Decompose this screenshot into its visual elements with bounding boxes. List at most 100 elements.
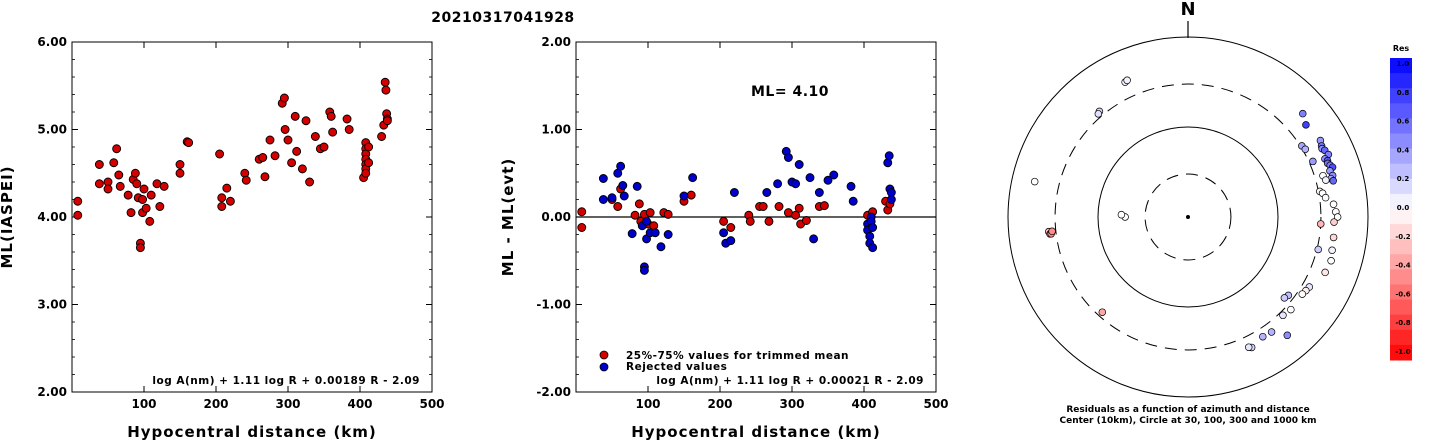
red-data-point xyxy=(126,208,136,218)
station-residual-point xyxy=(1317,220,1325,228)
station-residual-point xyxy=(1299,109,1307,118)
red-data-point xyxy=(132,179,142,189)
red-data-point xyxy=(217,202,227,211)
blue-data-point xyxy=(805,173,815,183)
red-data-point xyxy=(344,125,354,134)
blue-data-point xyxy=(719,228,729,238)
blue-data-point xyxy=(598,174,608,183)
red-data-point xyxy=(292,146,302,156)
colorbar-label: -0.6 xyxy=(1395,290,1410,298)
blue-data-point xyxy=(616,161,626,171)
red-data-point xyxy=(103,184,113,194)
x-tick-label: 500 xyxy=(419,397,444,411)
station-residual-point xyxy=(1244,343,1253,351)
red-data-point xyxy=(774,202,784,211)
legend-blue-marker xyxy=(599,362,609,372)
red-data-point xyxy=(634,199,644,209)
red-data-point xyxy=(184,138,194,148)
red-data-point xyxy=(287,158,297,168)
blue-data-point xyxy=(729,188,739,197)
blue-data-point xyxy=(868,223,878,232)
colorbar-cell xyxy=(1390,178,1412,195)
red-data-point xyxy=(225,196,235,206)
red-data-point xyxy=(138,195,148,204)
red-data-point xyxy=(380,77,390,87)
polar-caption-line-2: Center (10km), Circle at 30, 100, 300 an… xyxy=(1060,416,1317,426)
epicenter-marker xyxy=(1186,215,1190,219)
left-x-axis-label: Hypocentral distance (km) xyxy=(127,423,377,441)
colorbar-cell xyxy=(1390,329,1412,346)
colorbar-label: 1.0 xyxy=(1397,60,1410,68)
red-data-point xyxy=(328,127,338,137)
colorbar-cell xyxy=(1390,239,1412,255)
red-data-point xyxy=(305,177,315,187)
red-data-point xyxy=(141,203,151,213)
red-data-point xyxy=(819,201,829,211)
y-tick-label: 0.00 xyxy=(541,210,571,224)
red-data-point xyxy=(265,135,275,145)
blue-data-point xyxy=(809,234,819,244)
y-tick-label: -2.00 xyxy=(536,385,571,399)
red-data-point xyxy=(258,153,268,162)
red-data-point xyxy=(135,243,145,253)
colorbar-label: 0.2 xyxy=(1397,175,1410,183)
colorbar-cell xyxy=(1390,209,1412,225)
x-tick-label: 100 xyxy=(635,397,660,411)
red-data-point xyxy=(361,168,371,178)
red-data-point xyxy=(301,116,311,126)
x-tick-label: 200 xyxy=(707,397,732,411)
blue-data-point xyxy=(607,193,617,203)
station-residual-point xyxy=(1287,305,1295,314)
red-data-point xyxy=(310,132,320,141)
colorbar-cell xyxy=(1390,163,1412,180)
blue-data-point xyxy=(783,153,793,162)
middle-formula-label: log A(nm) + 1.11 log R + 0.00021 R - 2.0… xyxy=(656,375,924,387)
distance-ring-300km xyxy=(1054,83,1322,351)
colorbar-title: Res xyxy=(1393,44,1410,53)
y-tick-label: 1.00 xyxy=(541,123,571,137)
legend-red-label: 25%-75% values for trimmed mean xyxy=(626,350,849,362)
north-label: N xyxy=(1180,0,1195,20)
x-tick-label: 300 xyxy=(779,397,804,411)
red-data-point xyxy=(146,190,156,200)
colorbar-cell xyxy=(1390,314,1412,331)
station-residual-point xyxy=(1117,210,1126,219)
blue-data-point xyxy=(650,228,660,238)
ml-annotation: ML= 4.10 xyxy=(751,84,829,100)
colorbar-cell xyxy=(1390,344,1412,361)
x-tick-label: 300 xyxy=(275,397,300,411)
y-tick-label: 2.00 xyxy=(541,35,571,49)
station-residual-point xyxy=(1048,227,1056,236)
colorbar-label: -0.2 xyxy=(1395,233,1410,241)
colorbar-label: 0.0 xyxy=(1397,204,1410,212)
blue-data-point xyxy=(823,175,833,185)
station-residual-point xyxy=(1298,290,1307,298)
blue-data-point xyxy=(642,216,652,226)
x-tick-label: 200 xyxy=(203,397,228,411)
red-data-point xyxy=(112,144,122,154)
red-data-point xyxy=(94,160,104,169)
y-tick-label: 6.00 xyxy=(37,35,67,49)
blue-data-point xyxy=(618,181,628,190)
colorbar-cell xyxy=(1390,88,1412,104)
station-residual-point xyxy=(1329,233,1338,242)
colorbar-cell xyxy=(1390,73,1412,89)
x-tick-label: 400 xyxy=(347,397,372,411)
red-data-point xyxy=(326,111,336,121)
x-tick-label: 400 xyxy=(851,397,876,411)
red-data-point xyxy=(758,202,768,211)
blue-data-point xyxy=(829,170,839,180)
red-data-point xyxy=(115,181,125,191)
red-data-point xyxy=(139,184,149,194)
blue-data-point xyxy=(814,188,824,197)
blue-data-point xyxy=(726,236,736,246)
station-residual-point xyxy=(1322,176,1330,184)
red-data-point xyxy=(801,216,811,225)
red-data-point xyxy=(280,125,290,134)
red-data-point xyxy=(175,168,185,178)
blue-data-point xyxy=(794,160,804,169)
red-data-point xyxy=(94,179,104,189)
blue-data-point xyxy=(632,181,642,191)
red-data-point xyxy=(645,208,655,218)
